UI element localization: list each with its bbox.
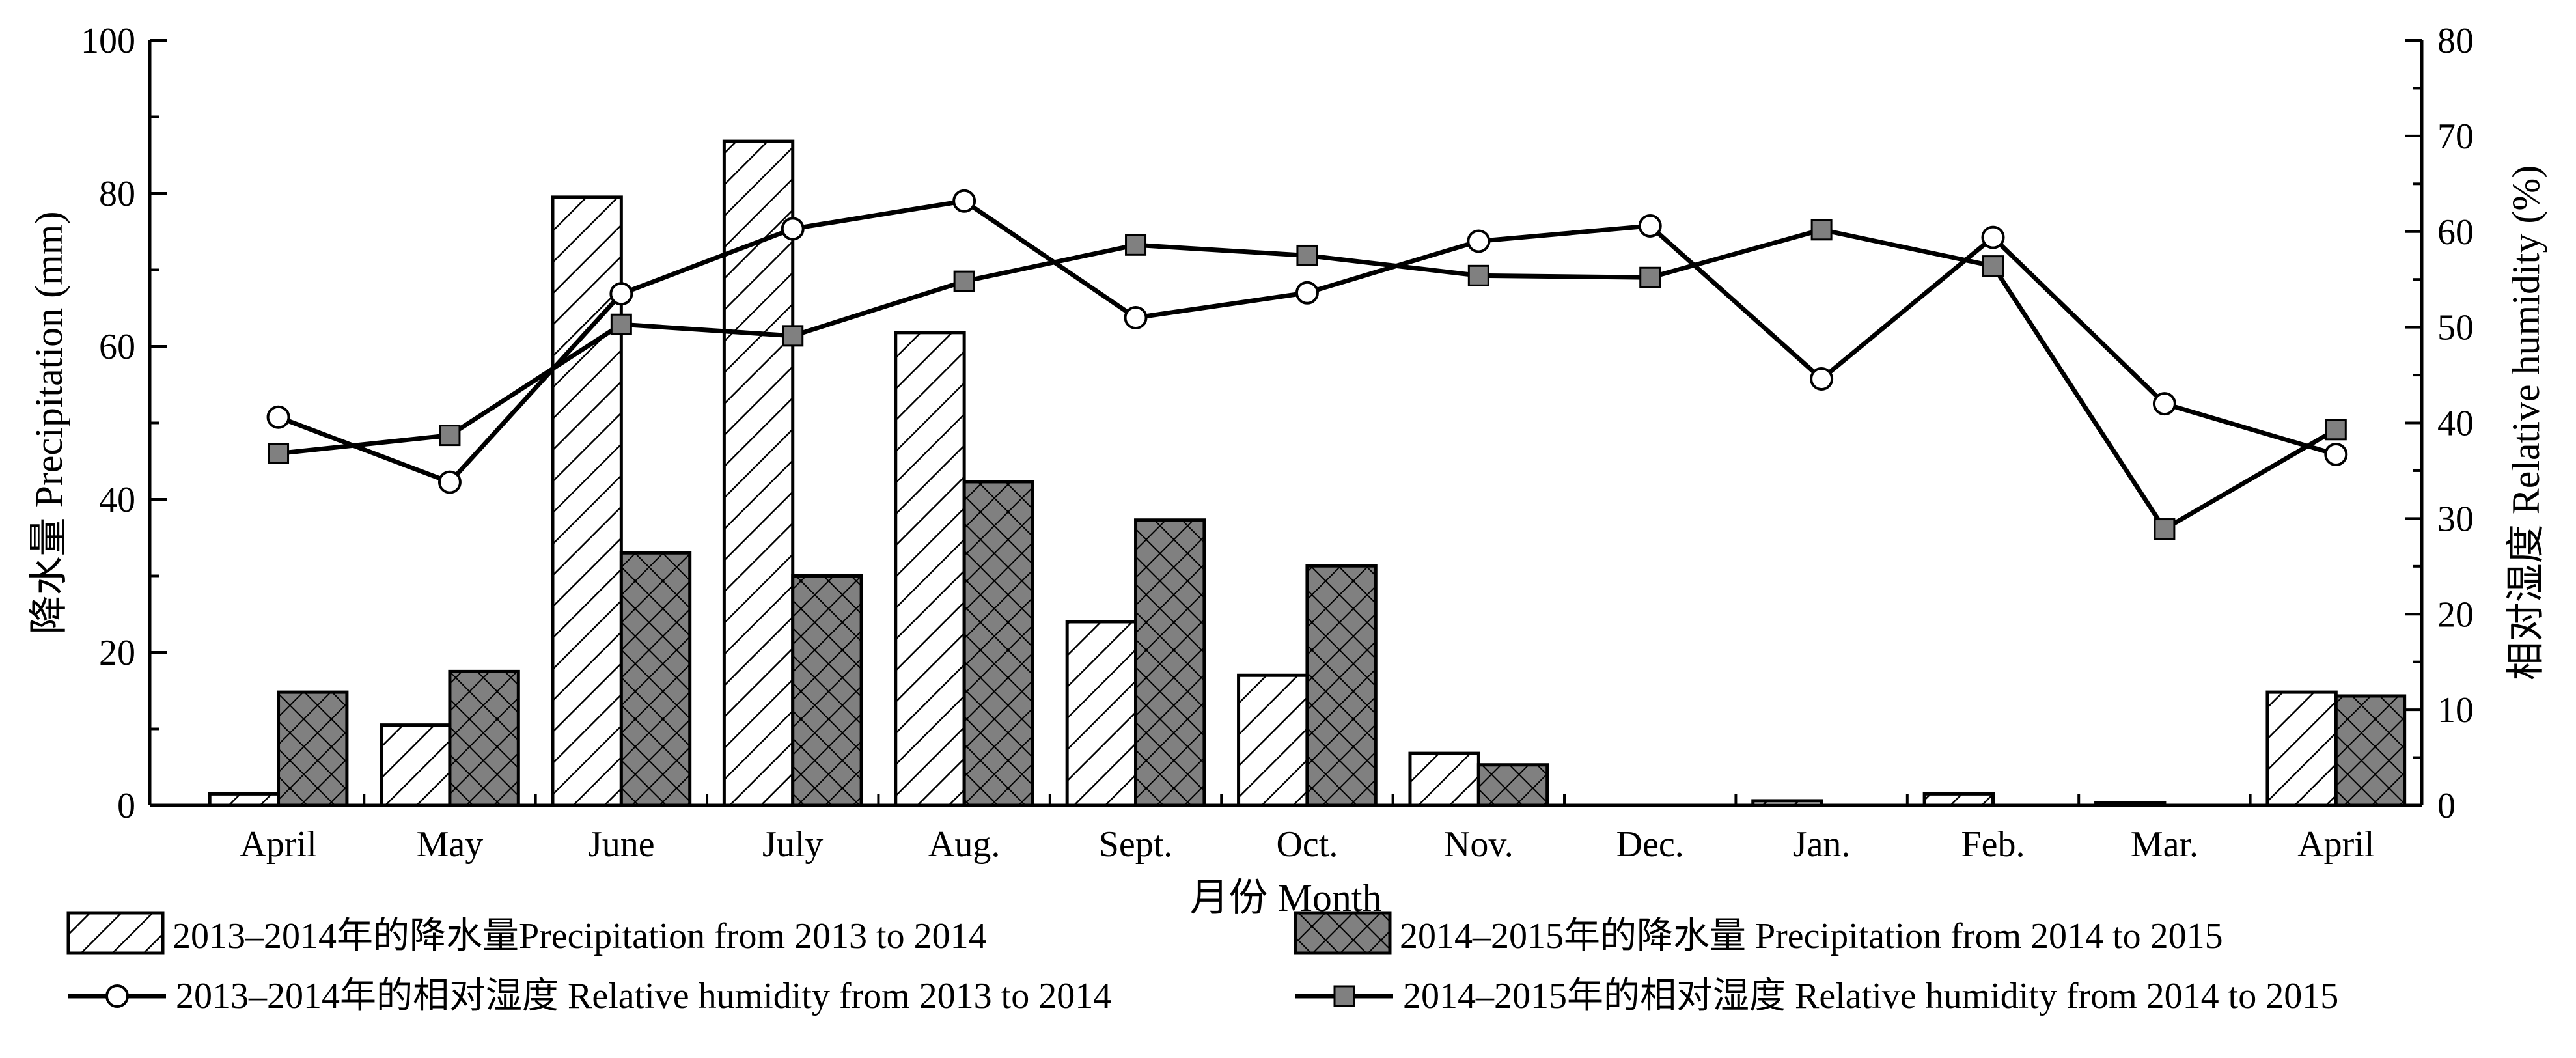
point-series1-6: [1295, 281, 1319, 305]
y-left-tick-label-3: 60: [99, 327, 135, 367]
bar-series1-5: [1065, 620, 1138, 807]
bar-series1-7: [1408, 751, 1480, 807]
point-series1-5: [1124, 305, 1148, 329]
y-axis-right-title: 相对湿度 Relative humidity (%): [2504, 165, 2547, 681]
x-tick-label-8: Dec.: [1616, 824, 1684, 865]
bar-series1-4: [894, 331, 966, 807]
lines-group: [266, 189, 2348, 540]
legend-label-bar-2: 2014–2015年的降水量 Precipitation from 2014 t…: [1400, 916, 2223, 956]
y-left-tick-label-4: 80: [99, 174, 135, 214]
bar-series2-7: [1476, 763, 1549, 807]
bar-series1-2: [551, 195, 623, 807]
y-left-tick-label-2: 40: [99, 480, 135, 520]
point-series1-0: [266, 405, 290, 429]
point-series2-10: [1982, 255, 2004, 277]
point-series1-8: [1638, 214, 1662, 238]
bar-series1-12: [2265, 690, 2338, 807]
x-tick-label-2: June: [588, 824, 655, 865]
point-series2-2: [610, 313, 632, 335]
y-axis-left-title: 降水量 Precipitation (mm): [27, 212, 70, 635]
y-right-tick-label-2: 20: [2437, 594, 2474, 635]
point-series2-7: [1467, 264, 1489, 286]
point-series2-0: [268, 443, 290, 464]
x-tick-label-1: May: [417, 824, 484, 865]
y-right-tick-label-3: 30: [2437, 499, 2474, 539]
x-tick-label-10: Feb.: [1961, 824, 2025, 865]
point-series2-12: [2325, 419, 2347, 441]
legend-label-line-2: 2014–2015年的相对湿度 Relative humidity from 2…: [1403, 976, 2338, 1016]
x-tick-label-3: July: [762, 824, 823, 865]
y-right-tick-label-0: 0: [2437, 786, 2456, 826]
y-right-tick-label-5: 50: [2437, 308, 2474, 348]
x-tick-label-11: Mar.: [2131, 824, 2198, 865]
point-series1-3: [781, 217, 805, 241]
y-right-tick-label-1: 10: [2437, 690, 2474, 731]
point-series2-5: [1125, 234, 1147, 256]
x-tick-label-5: Sept.: [1099, 824, 1173, 865]
point-series1-7: [1467, 229, 1491, 253]
bar-series2-0: [277, 690, 349, 807]
legend-label-line-1: 2013–2014年的相对湿度 Relative humidity from 2…: [176, 976, 1111, 1016]
bar-series1-0: [208, 792, 281, 807]
y-left-tick-label-1: 20: [99, 633, 135, 673]
point-series1-2: [609, 282, 633, 306]
x-tick-label-7: Nov.: [1444, 824, 1514, 865]
y-right-tick-label-8: 80: [2437, 21, 2474, 61]
bar-series2-1: [448, 669, 520, 807]
point-series2-11: [2154, 518, 2176, 540]
point-series1-12: [2324, 442, 2348, 466]
x-tick-label-4: Aug.: [928, 824, 1000, 865]
legend-marker-2: [1333, 985, 1355, 1007]
point-series2-8: [1639, 266, 1661, 288]
bar-series2-5: [1134, 518, 1206, 807]
point-series1-9: [1810, 367, 1834, 391]
bar-series1-1: [380, 723, 452, 807]
y-right-tick-label-6: 60: [2437, 212, 2474, 253]
point-series1-4: [952, 189, 976, 213]
point-series1-10: [1981, 225, 2005, 249]
axes-group: 0 20 40 60 80 100 0 10 20 30 40 50 60 70 80 April May Jun…: [27, 21, 2547, 919]
y-left-tick-label-5: 100: [81, 21, 135, 61]
bar-series2-6: [1305, 564, 1378, 807]
legend-swatch-bar-2: [1294, 911, 1392, 955]
bars-group: [208, 139, 2407, 807]
bar-series2-3: [791, 574, 863, 807]
point-series1-1: [437, 470, 462, 494]
bar-series1-6: [1237, 673, 1309, 807]
bar-series2-2: [619, 551, 692, 807]
point-series2-6: [1296, 244, 1318, 266]
point-series2-4: [953, 270, 975, 292]
point-series2-1: [439, 425, 461, 447]
x-tick-label-9: Jan.: [1793, 824, 1851, 865]
point-series1-11: [2152, 392, 2176, 416]
point-series2-9: [1810, 219, 1833, 241]
y-left-tick-label-0: 0: [117, 786, 135, 826]
bar-series2-12: [2334, 694, 2407, 807]
point-series2-3: [782, 325, 804, 347]
y-right-tick-label-4: 40: [2437, 404, 2474, 444]
x-tick-label-6: Oct.: [1276, 824, 1338, 865]
x-tick-label-0: April: [240, 824, 316, 865]
bar-series2-4: [962, 480, 1034, 807]
x-tick-label-12: April: [2297, 824, 2374, 865]
bar-series1-10: [1922, 792, 1995, 807]
legend-swatch-bar-1: [66, 911, 165, 955]
legend: 2013–2014年的降水量Precipitation from 2013 to…: [66, 911, 2338, 1016]
legend-label-bar-1: 2013–2014年的降水量Precipitation from 2013 to…: [173, 916, 987, 956]
y-right-tick-label-7: 70: [2437, 117, 2474, 157]
legend-marker-1: [105, 984, 129, 1008]
